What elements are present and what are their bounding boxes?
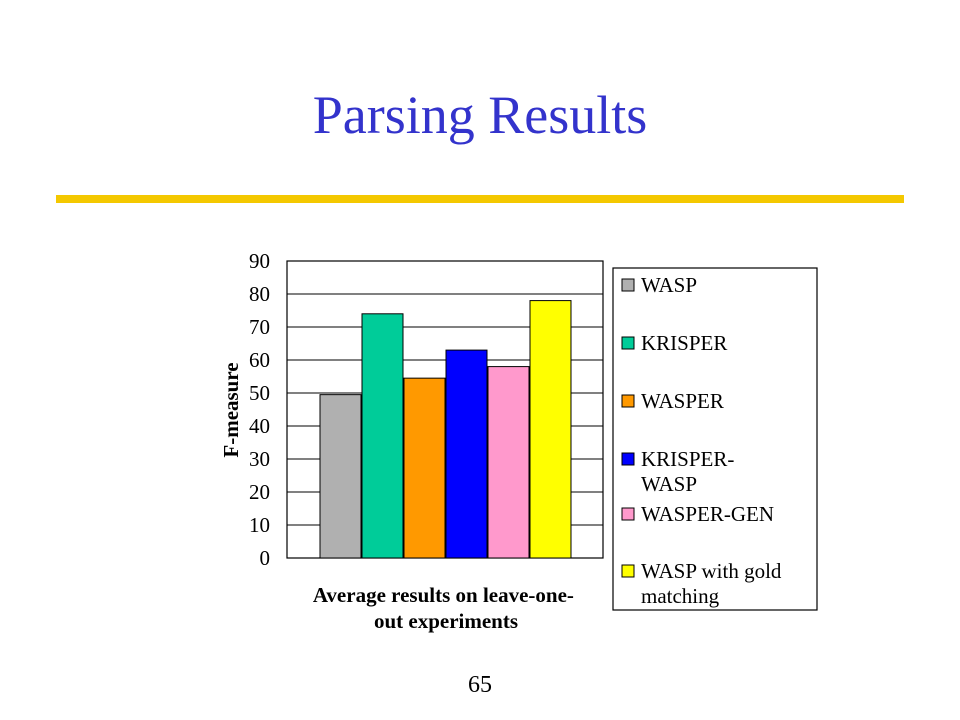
legend-label: WASPER-GEN xyxy=(641,502,774,526)
legend-swatch xyxy=(621,564,635,578)
legend-label: WASP xyxy=(641,472,697,496)
bar-wasper xyxy=(403,377,446,559)
legend-label: matching xyxy=(641,584,720,608)
legend-swatch xyxy=(621,278,635,292)
legend-swatch xyxy=(621,336,635,350)
x-axis-title-line: Average results on leave-one- xyxy=(313,583,574,607)
legend-label: WASP with gold xyxy=(641,559,782,583)
y-tick-label: 70 xyxy=(249,315,270,339)
y-tick-label: 20 xyxy=(249,480,270,504)
y-tick-label: 40 xyxy=(249,414,270,438)
legend-label: WASP xyxy=(641,273,697,297)
y-tick-label: 90 xyxy=(249,249,270,273)
x-axis-title-line: out experiments xyxy=(374,609,518,633)
y-axis-ticks: 0 10 20 30 40 50 60 70 80 90 xyxy=(249,249,270,570)
bar-wasp-with-gold-matching xyxy=(529,300,572,559)
legend-label: KRISPER xyxy=(641,331,727,355)
y-tick-label: 80 xyxy=(249,282,270,306)
bar-wasper-gen xyxy=(487,366,530,559)
y-tick-label: 10 xyxy=(249,513,270,537)
bar-krisper-wasp xyxy=(445,349,488,559)
title-rule xyxy=(56,195,904,203)
legend-swatch xyxy=(621,394,635,408)
legend-label: KRISPER- xyxy=(641,447,734,471)
x-axis-title: Average results on leave-one- out experi… xyxy=(313,583,579,633)
y-tick-label: 50 xyxy=(249,381,270,405)
y-tick-label: 0 xyxy=(260,546,271,570)
slide-title: Parsing Results xyxy=(312,85,648,145)
legend-frame xyxy=(612,267,818,611)
bar-krisper xyxy=(361,313,404,559)
y-axis-title: F-measure xyxy=(219,362,243,457)
plot-area xyxy=(286,260,604,559)
legend-swatch xyxy=(621,507,635,521)
legend-label: WASPER xyxy=(641,389,724,413)
legend-swatch xyxy=(621,452,635,466)
y-tick-label: 60 xyxy=(249,348,270,372)
y-tick-label: 30 xyxy=(249,447,270,471)
bar-wasp xyxy=(319,394,362,559)
page-number: 65 xyxy=(468,672,492,698)
legend: WASPKRISPERWASPERKRISPER-WASPWASPER-GENW… xyxy=(612,267,818,611)
